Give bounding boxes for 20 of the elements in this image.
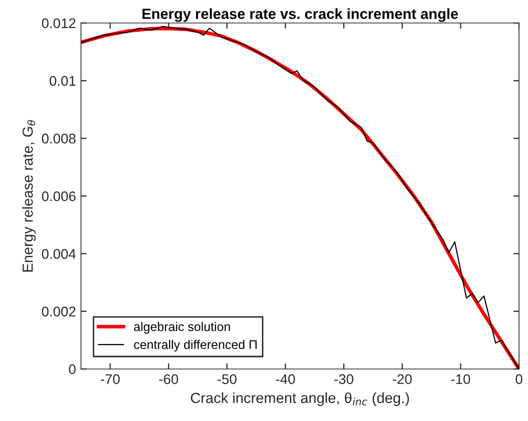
x-tick-label: -50 [218, 374, 236, 384]
legend-label: algebraic solution [134, 322, 230, 334]
y-tick-label: 0.01 [50, 76, 76, 86]
y-tick-label: 0.008 [42, 134, 76, 144]
x-tick-label: 0 [516, 374, 522, 384]
legend-label: centrally differenced Π [134, 340, 257, 352]
x-tick-label: -60 [159, 374, 178, 384]
x-axis-title: Crack increment angle, θ$_{inc}$ (deg.) [190, 392, 409, 406]
y-tick-label: 0.004 [42, 249, 76, 259]
y-tick-label: 0.006 [42, 191, 76, 202]
x-tick-label: -70 [100, 374, 120, 384]
y-tick-label: 0 [68, 364, 76, 374]
y-tick-label: 0.012 [42, 18, 76, 28]
x-tick-label: -20 [392, 374, 412, 384]
y-axis-title: Energy release rate, G$_{θ}$ [22, 120, 36, 272]
x-tick-label: -30 [334, 374, 354, 384]
y-tick-label: 0.002 [42, 306, 76, 317]
chart-title: Energy release rate vs. crack increment angle [142, 8, 458, 22]
x-tick-label: -40 [276, 374, 295, 384]
x-tick-label: -10 [451, 374, 470, 384]
